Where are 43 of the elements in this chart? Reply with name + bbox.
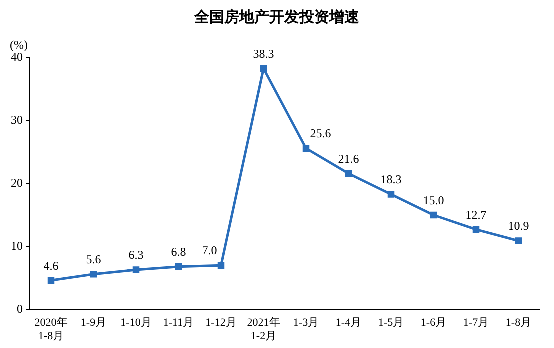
point [430, 212, 438, 219]
point [260, 65, 268, 72]
x-tick-label: 1-5月 [378, 317, 404, 330]
x-tick-label: 1-9月 [80, 317, 107, 330]
data-label: 4.6 [44, 258, 59, 273]
data-label: 25.6 [310, 126, 332, 141]
data-label: 38.3 [253, 46, 274, 61]
x-tick-label: 1-3月 [293, 317, 320, 330]
point [90, 271, 98, 278]
point [132, 266, 140, 274]
x-tick-label: 1-8月 [506, 317, 532, 330]
data-label: 6.3 [128, 248, 144, 262]
point [388, 191, 395, 198]
data-label: 5.6 [86, 252, 102, 267]
point [218, 262, 225, 269]
x-tick-label: 2021年 1-2月 [247, 317, 280, 342]
y-axis-title: (%) [10, 38, 28, 53]
x-tick-label: 1-6月 [420, 317, 447, 330]
point [302, 145, 310, 152]
point [48, 277, 55, 284]
data-label: 6.8 [171, 244, 186, 259]
y-tick-label: 0 [17, 302, 23, 316]
chart-title: 全国房地产开发投资增速 [193, 8, 360, 27]
data-label: 7.0 [202, 244, 218, 258]
point [175, 263, 182, 270]
point [345, 170, 352, 178]
data-label: 15.0 [423, 193, 444, 208]
point [472, 226, 480, 234]
x-tick-label: 1-11月 [163, 317, 194, 330]
y-tick-label: 30 [11, 113, 23, 128]
x-tick-label: 1-10月 [120, 317, 152, 330]
x-tick-label: 1-4月 [336, 317, 362, 330]
y-tick-label: 40 [11, 50, 23, 64]
data-label: 18.3 [380, 172, 402, 187]
data-label: 10.9 [508, 219, 530, 234]
data-label: 12.7 [466, 208, 487, 222]
y-tick-label: 10 [11, 238, 23, 253]
y-tick-label: 20 [11, 176, 23, 190]
data-label: 21.6 [338, 152, 360, 166]
x-tick-label: 1-7月 [463, 317, 490, 330]
x-tick-label: 2020年 1-8月 [34, 317, 68, 342]
point [515, 238, 522, 244]
x-tick-label: 1-12月 [206, 317, 237, 330]
